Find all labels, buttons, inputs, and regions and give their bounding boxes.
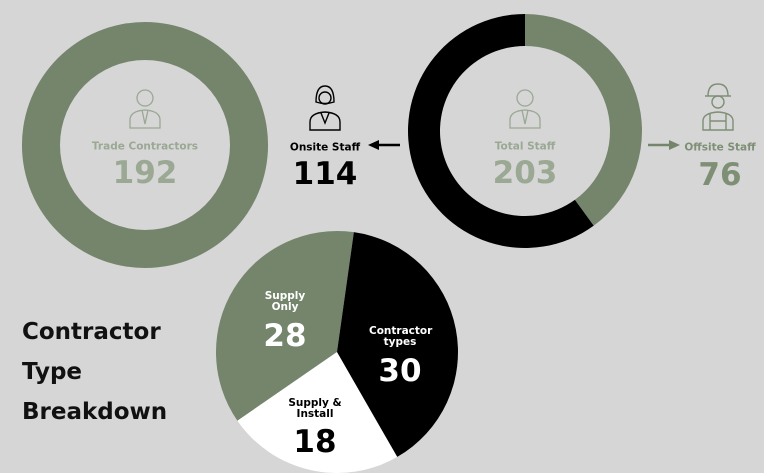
slice-value: 30 (378, 353, 422, 389)
person-icon (129, 89, 161, 129)
pie-slice (216, 231, 354, 421)
pie-slice (337, 232, 458, 457)
onsite-label: Onsite Staff (289, 141, 361, 154)
female-icon (309, 85, 341, 131)
donut-segment (408, 14, 594, 248)
slice-label: Supply Only (264, 290, 306, 313)
trade-value: 192 (112, 155, 178, 191)
slice-label: Contractor types (369, 325, 433, 348)
trade-label: Trade Contractors (91, 140, 199, 153)
worker-icon (702, 83, 734, 131)
donut-segment (525, 14, 643, 226)
slice-label: Supply & Install (288, 397, 342, 420)
slice-value: 18 (293, 424, 337, 460)
arrow-right (648, 140, 680, 150)
onsite-value: 114 (292, 156, 358, 192)
total-value: 203 (492, 155, 558, 191)
offsite-value: 76 (698, 157, 742, 193)
total-label: Total Staff (494, 140, 556, 153)
arrow-left (368, 140, 400, 150)
person-icon (509, 89, 541, 129)
donut-ring (21, 21, 269, 268)
breakdown-title: Contractor Type Breakdown (22, 319, 168, 425)
offsite-label: Offsite Staff (684, 141, 756, 154)
pie-slice (237, 352, 398, 473)
slice-value: 28 (263, 318, 307, 354)
